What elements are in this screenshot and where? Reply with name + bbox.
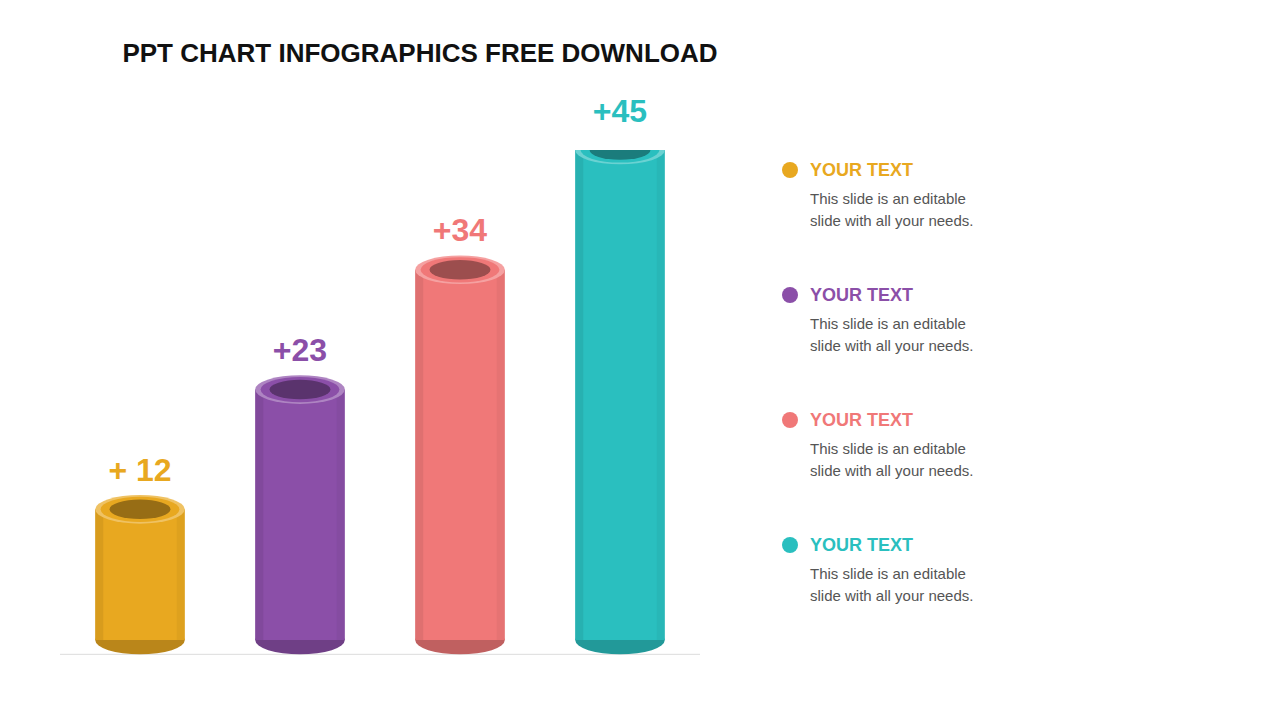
cylinder-rim — [95, 495, 185, 524]
bar-shade — [255, 390, 263, 640]
data-label: +45 — [593, 93, 647, 129]
cylinder-rim — [575, 150, 665, 164]
bar — [255, 390, 345, 640]
bar-shade — [657, 150, 665, 640]
cylinder-ring — [581, 150, 660, 163]
annotation: This slide is an editable slide with all … — [810, 190, 973, 229]
legend: YOUR TEXT This slide is an editable slide … — [782, 160, 973, 604]
cylinder-rim — [415, 255, 505, 284]
cylinder-hole — [590, 150, 651, 160]
annotation-line: This slide is an editable — [810, 315, 966, 332]
annotation-line: slide with all your needs. — [810, 462, 973, 479]
cylinder-rim — [255, 375, 345, 404]
annotation: This slide is an editable slide with all … — [810, 440, 973, 479]
bar — [415, 270, 505, 640]
cylinder-ring — [101, 497, 180, 522]
legend-entry: YOUR TEXT — [810, 535, 913, 555]
cylinder — [575, 150, 665, 654]
annotation-line: This slide is an editable — [810, 565, 966, 582]
annotation: This slide is an editable slide with all … — [810, 565, 973, 604]
bar-shade — [95, 509, 103, 640]
title: PPT CHART INFOGRAPHICS FREE DOWNLOAD — [122, 38, 717, 68]
bar-shade — [575, 150, 583, 640]
cylinder — [415, 255, 505, 654]
legend-dot — [782, 287, 798, 303]
annotation-line: This slide is an editable — [810, 440, 966, 457]
legend-entry: YOUR TEXT — [810, 285, 913, 305]
legend-dot — [782, 537, 798, 553]
cylinder-ring — [261, 377, 340, 402]
cylinder — [95, 495, 185, 654]
background — [0, 0, 1280, 720]
bar-shade — [177, 509, 185, 640]
data-label: +23 — [273, 332, 327, 368]
legend-entry: YOUR TEXT — [810, 160, 913, 180]
bar-shade — [415, 270, 423, 640]
cylinder-hole — [110, 500, 171, 519]
annotation-line: slide with all your needs. — [810, 587, 973, 604]
legend-entry: YOUR TEXT — [810, 410, 913, 430]
chart: PPT CHART INFOGRAPHICS FREE DOWNLOAD + 12… — [0, 0, 1280, 720]
bars — [95, 150, 665, 654]
legend-dot — [782, 162, 798, 178]
annotation-line: This slide is an editable — [810, 190, 966, 207]
annotation: This slide is an editable slide with all … — [810, 315, 973, 354]
data-label: + 12 — [108, 452, 171, 488]
bar — [575, 150, 665, 640]
annotation-line: slide with all your needs. — [810, 212, 973, 229]
bar-shade — [497, 270, 505, 640]
cylinder-hole — [270, 380, 331, 399]
baseline — [60, 654, 700, 655]
cylinder — [255, 375, 345, 654]
annotation-line: slide with all your needs. — [810, 337, 973, 354]
cylinder-ring — [421, 257, 500, 282]
bar — [95, 509, 185, 640]
bar-shade — [337, 390, 345, 640]
data-labels: + 12 +23 +34 +45 — [108, 93, 647, 488]
data-label: +34 — [433, 212, 487, 248]
legend-dot — [782, 412, 798, 428]
cylinder-hole — [430, 260, 491, 279]
